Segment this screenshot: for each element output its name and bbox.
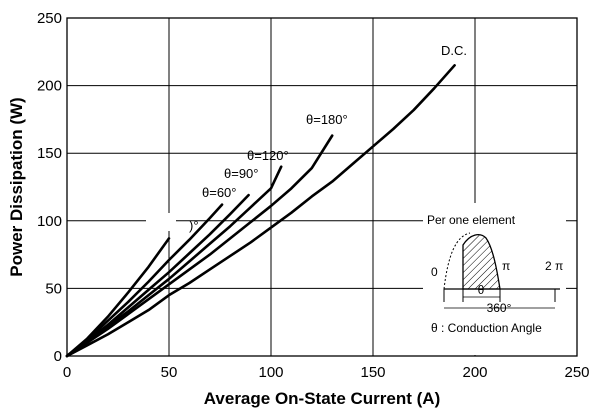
y-tick-label: 100	[37, 213, 62, 230]
x-tick-label: 0	[63, 364, 71, 381]
inset-period-label: 360°	[487, 301, 512, 315]
y-tick-label: 50	[45, 280, 62, 297]
inset-pi-label: π	[502, 259, 510, 273]
inset-two-pi-label: 2 π	[545, 259, 563, 273]
y-tick-label: 250	[37, 10, 62, 27]
y-tick-label: 0	[54, 348, 62, 365]
plot-frame	[66, 17, 578, 357]
x-tick-label: 250	[564, 364, 589, 381]
curve-label-30: )°	[189, 218, 199, 233]
inset-conduction-area	[462, 234, 501, 290]
y-axis-title: Power Dissipation (W)	[7, 97, 26, 276]
inset-theta-label: θ	[478, 283, 485, 297]
conduction-angle-inset: Per one element 0 π 2 π θ 360° θ : Condu…	[423, 203, 566, 355]
curves	[65, 64, 456, 358]
curve-series-4	[65, 134, 334, 358]
y-tick-label: 150	[37, 145, 62, 162]
curve-label-90: θ=90°	[224, 166, 258, 181]
curve-label-120: θ=120°	[247, 148, 289, 163]
x-tick-label: 50	[161, 364, 178, 381]
x-tick-label: 200	[462, 364, 487, 381]
inset-dashed-curve	[443, 232, 471, 290]
label-mask	[146, 213, 176, 231]
y-tick-labels: 0 50 100 150 200 250	[37, 10, 62, 365]
y-tick-label: 200	[37, 78, 62, 95]
curve-label-60: θ=60°	[202, 185, 236, 200]
curve-series-5	[65, 64, 456, 358]
curve-label-dc: D.C.	[441, 43, 467, 58]
inset-caption: θ : Conduction Angle	[431, 321, 542, 335]
x-tick-label: 100	[258, 364, 283, 381]
inset-origin-label: 0	[431, 265, 438, 279]
x-tick-label: 150	[360, 364, 385, 381]
curve-series-1	[65, 203, 224, 358]
inset-title: Per one element	[427, 213, 516, 227]
curve-series-3	[65, 165, 283, 358]
curve-label-180: θ=180°	[306, 112, 348, 127]
x-tick-labels: 0 50 100 150 200 250	[63, 364, 590, 381]
x-axis-title: Average On-State Current (A)	[204, 389, 440, 408]
